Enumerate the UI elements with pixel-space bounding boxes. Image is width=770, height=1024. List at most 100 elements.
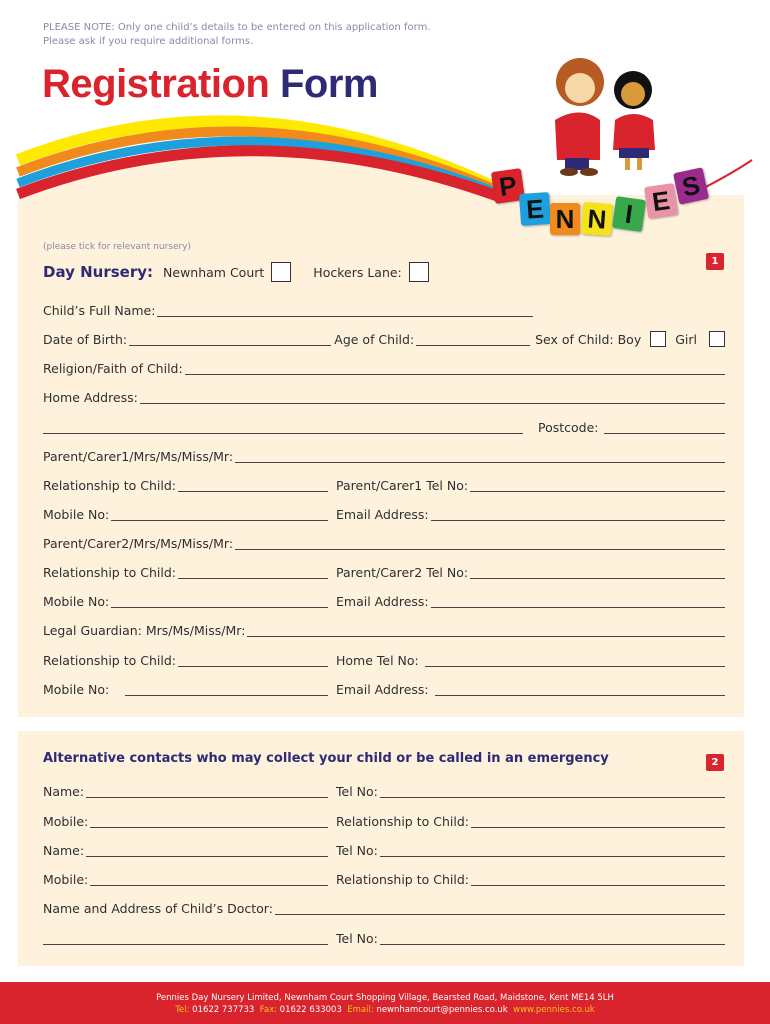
child-name-field[interactable] — [157, 305, 533, 317]
contact2-tel-label: Tel No: — [336, 843, 378, 858]
footer: Pennies Day Nursery Limited, Newnham Cou… — [0, 982, 770, 1024]
footer-tel-label: Tel: — [175, 1005, 190, 1015]
parent2-mobile-label: Mobile No: — [43, 594, 110, 609]
footer-email-label: Email: — [347, 1005, 374, 1015]
parent1-relationship-label: Relationship to Child: — [43, 478, 176, 493]
footer-website-link[interactable]: www.pennies.co.uk — [513, 1005, 595, 1015]
logo-tile-e: E — [643, 183, 679, 219]
parent2-email-label: Email Address: — [336, 594, 429, 609]
guardian-relationship-field[interactable] — [177, 655, 328, 667]
footer-tel: 01622 737733 — [192, 1005, 255, 1015]
doctor-field[interactable] — [274, 903, 725, 915]
guardian-field[interactable] — [247, 625, 725, 637]
age-field[interactable] — [416, 334, 531, 346]
form-note: PLEASE NOTE: Only one child’s details to… — [43, 21, 431, 49]
contact2-relationship-field[interactable] — [470, 874, 725, 886]
age-label: Age of Child: — [334, 332, 415, 347]
contact1-tel-label: Tel No: — [336, 784, 378, 799]
parent2-tel-field[interactable] — [470, 567, 725, 579]
parent2-field[interactable] — [235, 538, 725, 550]
logo-tile-n: N — [580, 201, 614, 237]
note-line-1: PLEASE NOTE: Only one child’s details to… — [43, 22, 431, 33]
home-address-field[interactable] — [139, 392, 725, 404]
postcode-label: Postcode: — [538, 420, 599, 435]
contact2-relationship-label: Relationship to Child: — [336, 872, 469, 887]
parent1-tel-label: Parent/Carer1 Tel No: — [336, 478, 469, 493]
contact1-name-field[interactable] — [86, 786, 328, 798]
title-form: Form — [279, 62, 379, 106]
contact1-name-label: Name: — [43, 784, 85, 799]
guardian-email-label: Email Address: — [336, 682, 429, 697]
home-address-label: Home Address: — [43, 390, 138, 405]
religion-field[interactable] — [184, 363, 725, 375]
doctor-tel-field[interactable] — [379, 933, 725, 945]
contact2-name-field[interactable] — [86, 845, 328, 857]
footer-email-link[interactable]: newnhamcourt@pennies.co.uk — [376, 1005, 508, 1015]
contact2-mobile-label: Mobile: — [43, 872, 89, 887]
note-line-2: Please ask if you require additional for… — [43, 36, 254, 47]
guardian-email-field[interactable] — [434, 684, 725, 696]
parent2-relationship-label: Relationship to Child: — [43, 565, 176, 580]
page-title: Registration Form — [42, 62, 378, 107]
dob-field[interactable] — [129, 334, 332, 346]
title-registration: Registration — [42, 62, 270, 106]
parent1-tel-field[interactable] — [470, 480, 725, 492]
girl-label: Girl — [675, 332, 697, 347]
postcode-field[interactable] — [603, 422, 725, 434]
parent1-mobile-field[interactable] — [111, 509, 328, 521]
newnham-court-label: Newnham Court — [163, 264, 265, 280]
tick-hint: (please tick for relevant nursery) — [43, 242, 192, 252]
doctor-label: Name and Address of Child’s Doctor: — [43, 901, 273, 916]
contact2-mobile-field[interactable] — [90, 874, 328, 886]
logo-tile-i: I — [611, 196, 647, 232]
parent1-label: Parent/Carer1/Mrs/Ms/Miss/Mr: — [43, 449, 234, 464]
footer-fax-label: Fax: — [259, 1005, 277, 1015]
section2-heading: Alternative contacts who may collect you… — [43, 751, 609, 766]
hockers-lane-label: Hockers Lane: — [313, 264, 402, 280]
guardian-relationship-label: Relationship to Child: — [43, 653, 176, 668]
contact2-tel-field[interactable] — [379, 845, 725, 857]
newnham-court-checkbox[interactable] — [271, 262, 292, 282]
parent2-email-field[interactable] — [430, 596, 725, 608]
parent1-mobile-label: Mobile No: — [43, 507, 110, 522]
hockers-lane-checkbox[interactable] — [408, 262, 429, 282]
contact2-name-label: Name: — [43, 843, 85, 858]
section-badge-1: 1 — [706, 253, 724, 270]
logo-tile-s: S — [673, 167, 709, 205]
sex-boy-label: Sex of Child: Boy — [535, 332, 642, 347]
girl-checkbox[interactable] — [709, 331, 725, 347]
guardian-home-tel-label: Home Tel No: — [336, 653, 419, 668]
parent2-mobile-field[interactable] — [111, 596, 328, 608]
parent2-relationship-field[interactable] — [177, 567, 328, 579]
boy-checkbox[interactable] — [650, 331, 667, 347]
guardian-home-tel-field[interactable] — [424, 655, 725, 667]
contact1-tel-field[interactable] — [379, 786, 725, 798]
parent1-email-label: Email Address: — [336, 507, 429, 522]
contact1-mobile-label: Mobile: — [43, 814, 89, 829]
guardian-mobile-label: Mobile No: — [43, 682, 110, 697]
section2-panel — [18, 731, 744, 966]
contact1-relationship-label: Relationship to Child: — [336, 814, 469, 829]
section-badge-2: 2 — [706, 754, 724, 771]
contact1-relationship-field[interactable] — [470, 816, 725, 828]
child-name-label: Child’s Full Name: — [43, 303, 156, 318]
doctor-address-field-line2[interactable] — [43, 933, 328, 945]
guardian-mobile-field[interactable] — [125, 684, 328, 696]
doctor-tel-label: Tel No: — [336, 931, 378, 946]
home-address-field-line2[interactable] — [43, 422, 523, 434]
guardian-label: Legal Guardian: Mrs/Ms/Miss/Mr: — [43, 623, 246, 638]
logo-tile-n: N — [550, 203, 580, 235]
dob-label: Date of Birth: — [43, 332, 128, 347]
contact1-mobile-field[interactable] — [90, 816, 328, 828]
logo-tile-e: E — [518, 191, 552, 227]
footer-address: Pennies Day Nursery Limited, Newnham Cou… — [156, 993, 614, 1003]
parent1-field[interactable] — [235, 451, 725, 463]
children-illustration — [555, 58, 655, 176]
religion-label: Religion/Faith of Child: — [43, 361, 183, 376]
parent1-email-field[interactable] — [430, 509, 725, 521]
parent2-tel-label: Parent/Carer2 Tel No: — [336, 565, 469, 580]
parent1-relationship-field[interactable] — [177, 480, 328, 492]
day-nursery-label: Day Nursery: — [43, 263, 154, 281]
parent2-label: Parent/Carer2/Mrs/Ms/Miss/Mr: — [43, 536, 234, 551]
